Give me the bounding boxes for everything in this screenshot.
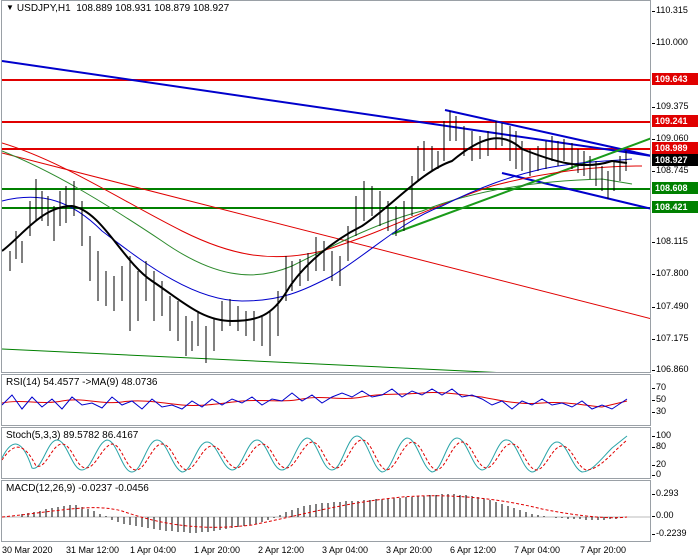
stoch-canvas <box>2 435 628 473</box>
stoch-tick: 100 <box>651 430 672 440</box>
rsi-tick: 50 <box>651 394 667 404</box>
price-tick: 107.800 <box>652 268 689 278</box>
long-green-trend[interactable] <box>2 348 507 373</box>
stoch-tick: 20 <box>651 459 667 469</box>
rsi-ma-label: ->MA(9) 48.0736 <box>82 377 158 388</box>
price-tick: 110.315 <box>652 5 688 15</box>
stoch-scale: 100 80 20 0 <box>651 427 700 479</box>
level-tag: 108.989 <box>652 142 698 154</box>
price-tick: 108.745 <box>652 165 689 175</box>
time-tick: 3 Apr 04:00 <box>322 545 369 555</box>
macd-pane[interactable]: MACD(12,26,9) -0.0237 -0.0456 <box>1 480 651 542</box>
price-tick: 108.115 <box>652 236 688 246</box>
stoch-tick: 0 <box>651 469 662 479</box>
downtrend-line-upper[interactable] <box>2 60 651 157</box>
time-tick: 2 Apr 12:00 <box>258 545 305 555</box>
time-axis[interactable]: 30 Mar 2020 31 Mar 12:00 1 Apr 04:00 1 A… <box>0 542 652 560</box>
ohlc-readout: 108.889 108.931 108.879 108.927 <box>76 3 230 14</box>
rsi-tick: 70 <box>651 382 667 392</box>
level-tag: 109.241 <box>652 115 698 127</box>
current-price-tag: 108.927 <box>652 154 698 166</box>
time-tick: 7 Apr 04:00 <box>514 545 561 555</box>
rsi-pane[interactable]: RSI(14) 54.4577 ->MA(9) 48.0736 <box>1 374 651 426</box>
price-chart-canvas[interactable] <box>2 1 651 373</box>
macd-tick: -0.2239 <box>652 528 687 538</box>
stoch-tick: 80 <box>651 441 667 451</box>
macd-scale: 0.293 0.00 -0.2239 <box>652 480 700 542</box>
channel-line-top[interactable] <box>444 109 651 157</box>
time-tick: 7 Apr 20:00 <box>580 545 627 555</box>
stoch-title: Stoch(5,3,3) 89.5782 86.4167 <box>6 430 138 441</box>
time-tick: 6 Apr 12:00 <box>450 545 497 555</box>
time-tick: 31 Mar 12:00 <box>66 545 120 555</box>
level-tag: 109.643 <box>652 73 698 85</box>
channel-line-bottom[interactable] <box>501 172 651 210</box>
candlesticks <box>9 111 627 363</box>
chart-title: ▼ USDJPY,H1 108.889 108.931 108.879 108.9… <box>6 3 229 14</box>
rsi-tick: 30 <box>651 406 667 416</box>
price-tick: 107.490 <box>652 301 689 311</box>
macd-tick: 0.00 <box>652 510 674 520</box>
level-tag: 108.421 <box>652 201 698 213</box>
price-scale[interactable]: 110.315 110.000 109.375 109.060 108.745 … <box>652 0 700 374</box>
price-tick: 110.000 <box>652 37 688 47</box>
time-tick: 3 Apr 20:00 <box>386 545 433 555</box>
macd-title: MACD(12,26,9) -0.0237 -0.0456 <box>6 483 149 494</box>
stochastic-pane[interactable]: Stoch(5,3,3) 89.5782 86.4167 <box>1 427 651 479</box>
time-tick: 1 Apr 04:00 <box>130 545 177 555</box>
symbol-label: USDJPY,H1 <box>16 3 71 14</box>
price-tick: 109.060 <box>652 133 689 143</box>
long-red-trend[interactable] <box>2 152 651 320</box>
price-tick: 109.375 <box>652 101 689 111</box>
rsi-canvas <box>2 388 628 410</box>
time-tick: 1 Apr 20:00 <box>194 545 241 555</box>
rsi-label: RSI(14) 54.4577 <box>6 377 80 388</box>
macd-tick: 0.293 <box>652 488 679 498</box>
macd-label: MACD(12,26,9) -0.0237 -0.0456 <box>6 483 149 494</box>
price-tick: 107.175 <box>652 333 689 343</box>
price-tick: 106.860 <box>652 364 689 374</box>
ma-fast-black <box>2 137 628 323</box>
stoch-label: Stoch(5,3,3) 89.5782 86.4167 <box>6 430 139 441</box>
rsi-scale: 70 50 30 <box>651 374 700 426</box>
macd-histogram <box>21 494 623 533</box>
rsi-title: RSI(14) 54.4577 ->MA(9) 48.0736 <box>6 377 158 388</box>
triangle-down-icon: ▼ <box>6 3 14 12</box>
time-tick: 30 Mar 2020 <box>2 545 53 555</box>
level-tag: 108.608 <box>652 182 698 194</box>
macd-canvas <box>2 494 650 533</box>
price-chart-pane[interactable]: ▼ USDJPY,H1 108.889 108.931 108.879 108.9… <box>1 0 651 373</box>
